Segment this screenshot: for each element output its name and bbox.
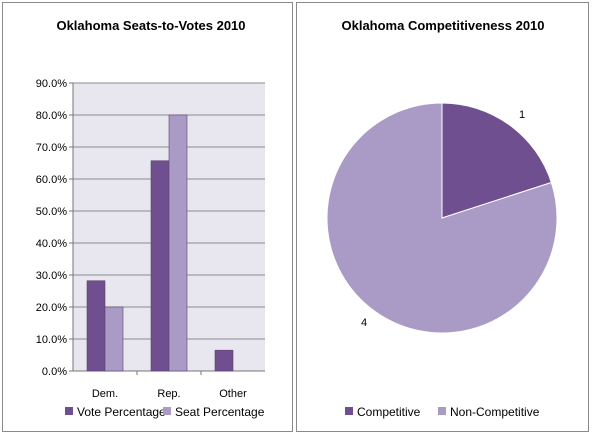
- bar-vote-percentage-dem: [86, 280, 106, 372]
- x-tick-label: Dem.: [92, 388, 118, 400]
- legend-label-vote-percentage: Vote Percentage: [77, 405, 166, 419]
- competitiveness-chart-panel: Oklahoma Competitiveness 2010 1 4 Competi…: [296, 2, 589, 432]
- pie-slice-non-competitive: [326, 102, 558, 334]
- bar-seat-percentage-rep: [168, 114, 188, 372]
- bar-chart-title: Oklahoma Seats-to-Votes 2010: [56, 18, 245, 33]
- seats-votes-chart-panel: Oklahoma Seats-to-Votes 2010 0.0% 10.0% 20…: [2, 2, 293, 432]
- y-tick-label: 30.0%: [36, 270, 67, 282]
- legend-swatch-non-competitive: [438, 407, 446, 415]
- legend-label-seat-percentage: Seat Percentage: [175, 405, 265, 419]
- bar-vote-percentage-other: [214, 349, 234, 372]
- y-tick-label: 50.0%: [36, 206, 67, 218]
- y-tick-label: 0.0%: [42, 366, 67, 378]
- y-tick-label: 60.0%: [36, 174, 67, 186]
- legend-label-non-competitive: Non-Competitive: [450, 405, 540, 419]
- pie-slice-competitive: [441, 102, 553, 219]
- x-tick-label: Rep.: [157, 388, 180, 400]
- pie-value-label: 4: [361, 317, 367, 329]
- legend-swatch-seat-percentage: [163, 407, 171, 415]
- bar-seat-percentage-dem: [104, 306, 124, 372]
- competitiveness-pie-chart: Oklahoma Competitiveness 2010 1 4 Competi…: [326, 18, 558, 419]
- y-tick-label: 70.0%: [36, 142, 67, 154]
- y-tick-label: 80.0%: [36, 110, 67, 122]
- x-tick-label: Other: [219, 388, 247, 400]
- y-tick-label: 20.0%: [36, 302, 67, 314]
- y-tick-label: 10.0%: [36, 334, 67, 346]
- legend-swatch-competitive: [345, 407, 353, 415]
- seats-votes-bar-chart: Oklahoma Seats-to-Votes 2010 0.0% 10.0% 20…: [36, 18, 265, 419]
- legend-swatch-vote-percentage: [65, 407, 73, 415]
- legend-label-competitive: Competitive: [357, 405, 421, 419]
- pie-value-label: 1: [519, 109, 525, 121]
- y-tick-label: 90.0%: [36, 78, 67, 90]
- y-tick-label: 40.0%: [36, 238, 67, 250]
- bar-vote-percentage-rep: [150, 160, 170, 372]
- pie-chart-title: Oklahoma Competitiveness 2010: [341, 18, 544, 33]
